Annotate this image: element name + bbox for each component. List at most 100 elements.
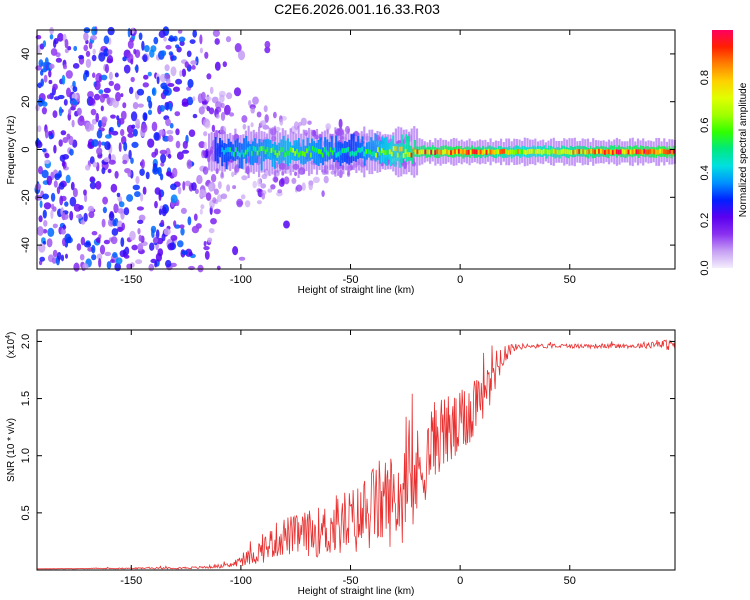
signal-core: [347, 146, 350, 152]
noise-speckle: [126, 194, 134, 202]
signal-core: [521, 149, 523, 155]
colorbar: 0.0 0.2 0.4 0.6 0.8 Normalized spectral ampl…: [699, 30, 749, 276]
signal-core: [345, 147, 348, 153]
noise-speckle: [46, 175, 52, 186]
noise-speckle: [114, 170, 119, 179]
noise-speckle: [77, 116, 85, 126]
signal-core: [531, 148, 533, 154]
signal-body: [341, 143, 344, 164]
noise-speckle: [106, 261, 112, 270]
noise-haze: [270, 184, 276, 190]
signal-body: [330, 136, 333, 159]
noise-speckle: [76, 243, 82, 251]
signal-core: [432, 149, 435, 155]
noise-speckle: [159, 104, 165, 112]
signal-core: [260, 146, 263, 151]
signal-core: [258, 147, 261, 152]
noise-speckle: [91, 26, 97, 36]
noise-speckle: [113, 203, 119, 213]
colorbar-tick-label: 0.2: [699, 213, 711, 228]
noise-speckle: [53, 180, 58, 188]
signal-core: [235, 147, 237, 153]
noise-speckle: [66, 87, 71, 98]
signal-body: [225, 143, 228, 170]
noise-speckle: [72, 100, 78, 106]
signal-core: [534, 149, 537, 155]
signal-core: [615, 149, 618, 155]
noise-speckle: [89, 156, 95, 165]
signal-core: [304, 152, 306, 157]
signal-core: [481, 150, 484, 155]
noise-speckle: [184, 61, 189, 68]
noise-speckle: [154, 148, 159, 156]
signal-body: [269, 140, 272, 160]
noise-speckle: [118, 201, 125, 208]
spectrogram-x-ticks: -150 -100 -50 0 50: [120, 30, 576, 286]
noise-speckle: [64, 38, 69, 49]
noise-speckle: [52, 110, 58, 118]
noise-speckle: [234, 43, 242, 53]
signal-core: [485, 150, 488, 155]
noise-speckle: [103, 35, 110, 45]
noise-speckle: [179, 224, 185, 229]
signal-core: [355, 150, 358, 156]
noise-speckle: [108, 212, 115, 221]
signal-core: [469, 149, 472, 155]
signal-core: [568, 149, 571, 155]
signal-core: [452, 150, 454, 155]
signal-core: [446, 149, 448, 155]
signal-body: [352, 133, 355, 162]
signal-core: [450, 150, 452, 155]
signal-body: [405, 134, 408, 162]
noise-speckle: [213, 208, 221, 215]
noise-speckle: [138, 32, 143, 41]
signal-core: [246, 147, 249, 153]
noise-speckle: [48, 70, 52, 78]
noise-speckle: [89, 181, 97, 190]
signal-core: [244, 149, 247, 155]
signal-core: [623, 149, 626, 155]
signal-core: [649, 149, 652, 154]
colorbar-tick-label: 0.6: [699, 118, 711, 133]
signal-body: [240, 143, 243, 169]
signal-core: [436, 149, 438, 154]
signal-core: [317, 149, 320, 154]
noise-speckle: [165, 171, 173, 177]
noise-speckle: [73, 262, 80, 272]
noise-speckle: [44, 153, 50, 159]
signal-body: [243, 138, 246, 159]
noise-speckle: [52, 83, 58, 91]
noise-speckle: [225, 36, 232, 43]
signal-core: [418, 150, 421, 155]
noise-speckle: [216, 265, 221, 271]
colorbar-gradient: [712, 30, 733, 268]
signal-core: [406, 152, 409, 157]
noise-speckle: [67, 46, 72, 51]
noise-speckle: [69, 210, 74, 221]
noise-speckle: [188, 251, 193, 257]
noise-speckle: [42, 229, 48, 234]
noise-speckle: [131, 244, 138, 251]
noise-speckle: [98, 140, 102, 148]
noise-speckle: [53, 144, 57, 154]
signal-body: [403, 144, 406, 159]
noise-speckle: [108, 159, 116, 165]
noise-speckle: [42, 148, 47, 153]
noise-haze: [267, 188, 273, 193]
noise-speckle: [40, 70, 44, 76]
signal-core: [361, 146, 364, 152]
noise-speckle: [138, 214, 146, 221]
signal-core: [351, 150, 354, 156]
noise-speckle: [167, 243, 175, 251]
signal-core: [459, 148, 462, 154]
noise-speckle: [154, 187, 161, 195]
noise-speckle: [106, 55, 114, 64]
noise-speckle: [63, 99, 68, 106]
noise-speckle: [49, 34, 54, 40]
signal-core: [373, 151, 375, 156]
noise-speckle: [55, 57, 63, 63]
signal-core: [359, 148, 362, 153]
signal-core: [564, 149, 567, 154]
signal-core: [392, 146, 395, 151]
